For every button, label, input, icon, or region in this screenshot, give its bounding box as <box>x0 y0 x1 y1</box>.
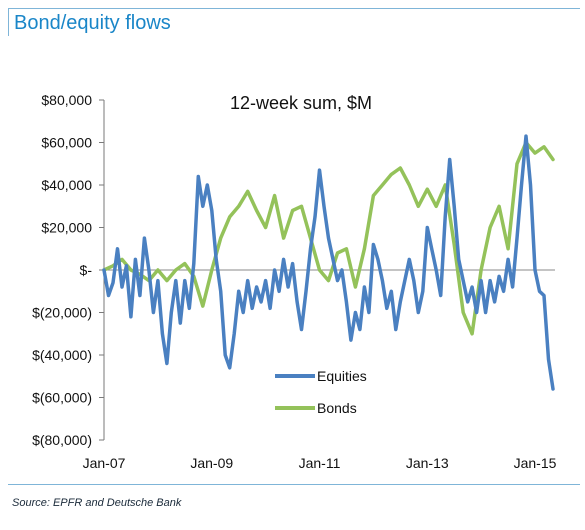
x-tick-label: Jan-07 <box>83 455 126 471</box>
x-tick-label: Jan-11 <box>299 455 341 471</box>
x-tick-label: Jan-09 <box>190 455 233 471</box>
y-tick-label: $(20,000) <box>32 305 92 321</box>
source-note: Source: EPFR and Deutsche Bank <box>12 497 182 509</box>
y-tick-label: $(40,000) <box>32 347 92 363</box>
frame-bottom-rule <box>8 484 580 485</box>
x-axis: Jan-07 Jan-09 Jan-11 Jan-13 Jan-15 <box>83 269 557 471</box>
frame-top-rule <box>8 8 580 9</box>
equities-legend-label: Equities <box>317 368 367 384</box>
bonds-legend-label: Bonds <box>317 400 357 416</box>
page-title: Bond/equity flows <box>14 12 171 34</box>
y-axis: $80,000 $60,000 $40,000 $20,000 $- $(20,000) $… <box>32 92 105 448</box>
y-tick-label: $(80,000) <box>32 432 92 448</box>
y-tick-label: $- <box>80 262 93 278</box>
x-tick-label: Jan-13 <box>406 455 449 471</box>
frame-left-rule <box>8 8 9 36</box>
flows-chart: $80,000 $60,000 $40,000 $20,000 $- $(20,000) $… <box>32 92 557 471</box>
y-tick-label: $80,000 <box>41 92 92 108</box>
y-tick-label: $60,000 <box>41 135 92 151</box>
equities-series-line <box>102 134 555 391</box>
chart-legend: Equities Bonds <box>275 368 367 416</box>
chart-subtitle: 12-week sum, $M <box>230 93 372 113</box>
series-layer <box>102 134 555 391</box>
y-tick-label: $20,000 <box>41 220 92 236</box>
y-tick-label: $40,000 <box>41 177 92 193</box>
y-tick-label: $(60,000) <box>32 390 92 406</box>
x-tick-label: Jan-15 <box>514 455 557 471</box>
